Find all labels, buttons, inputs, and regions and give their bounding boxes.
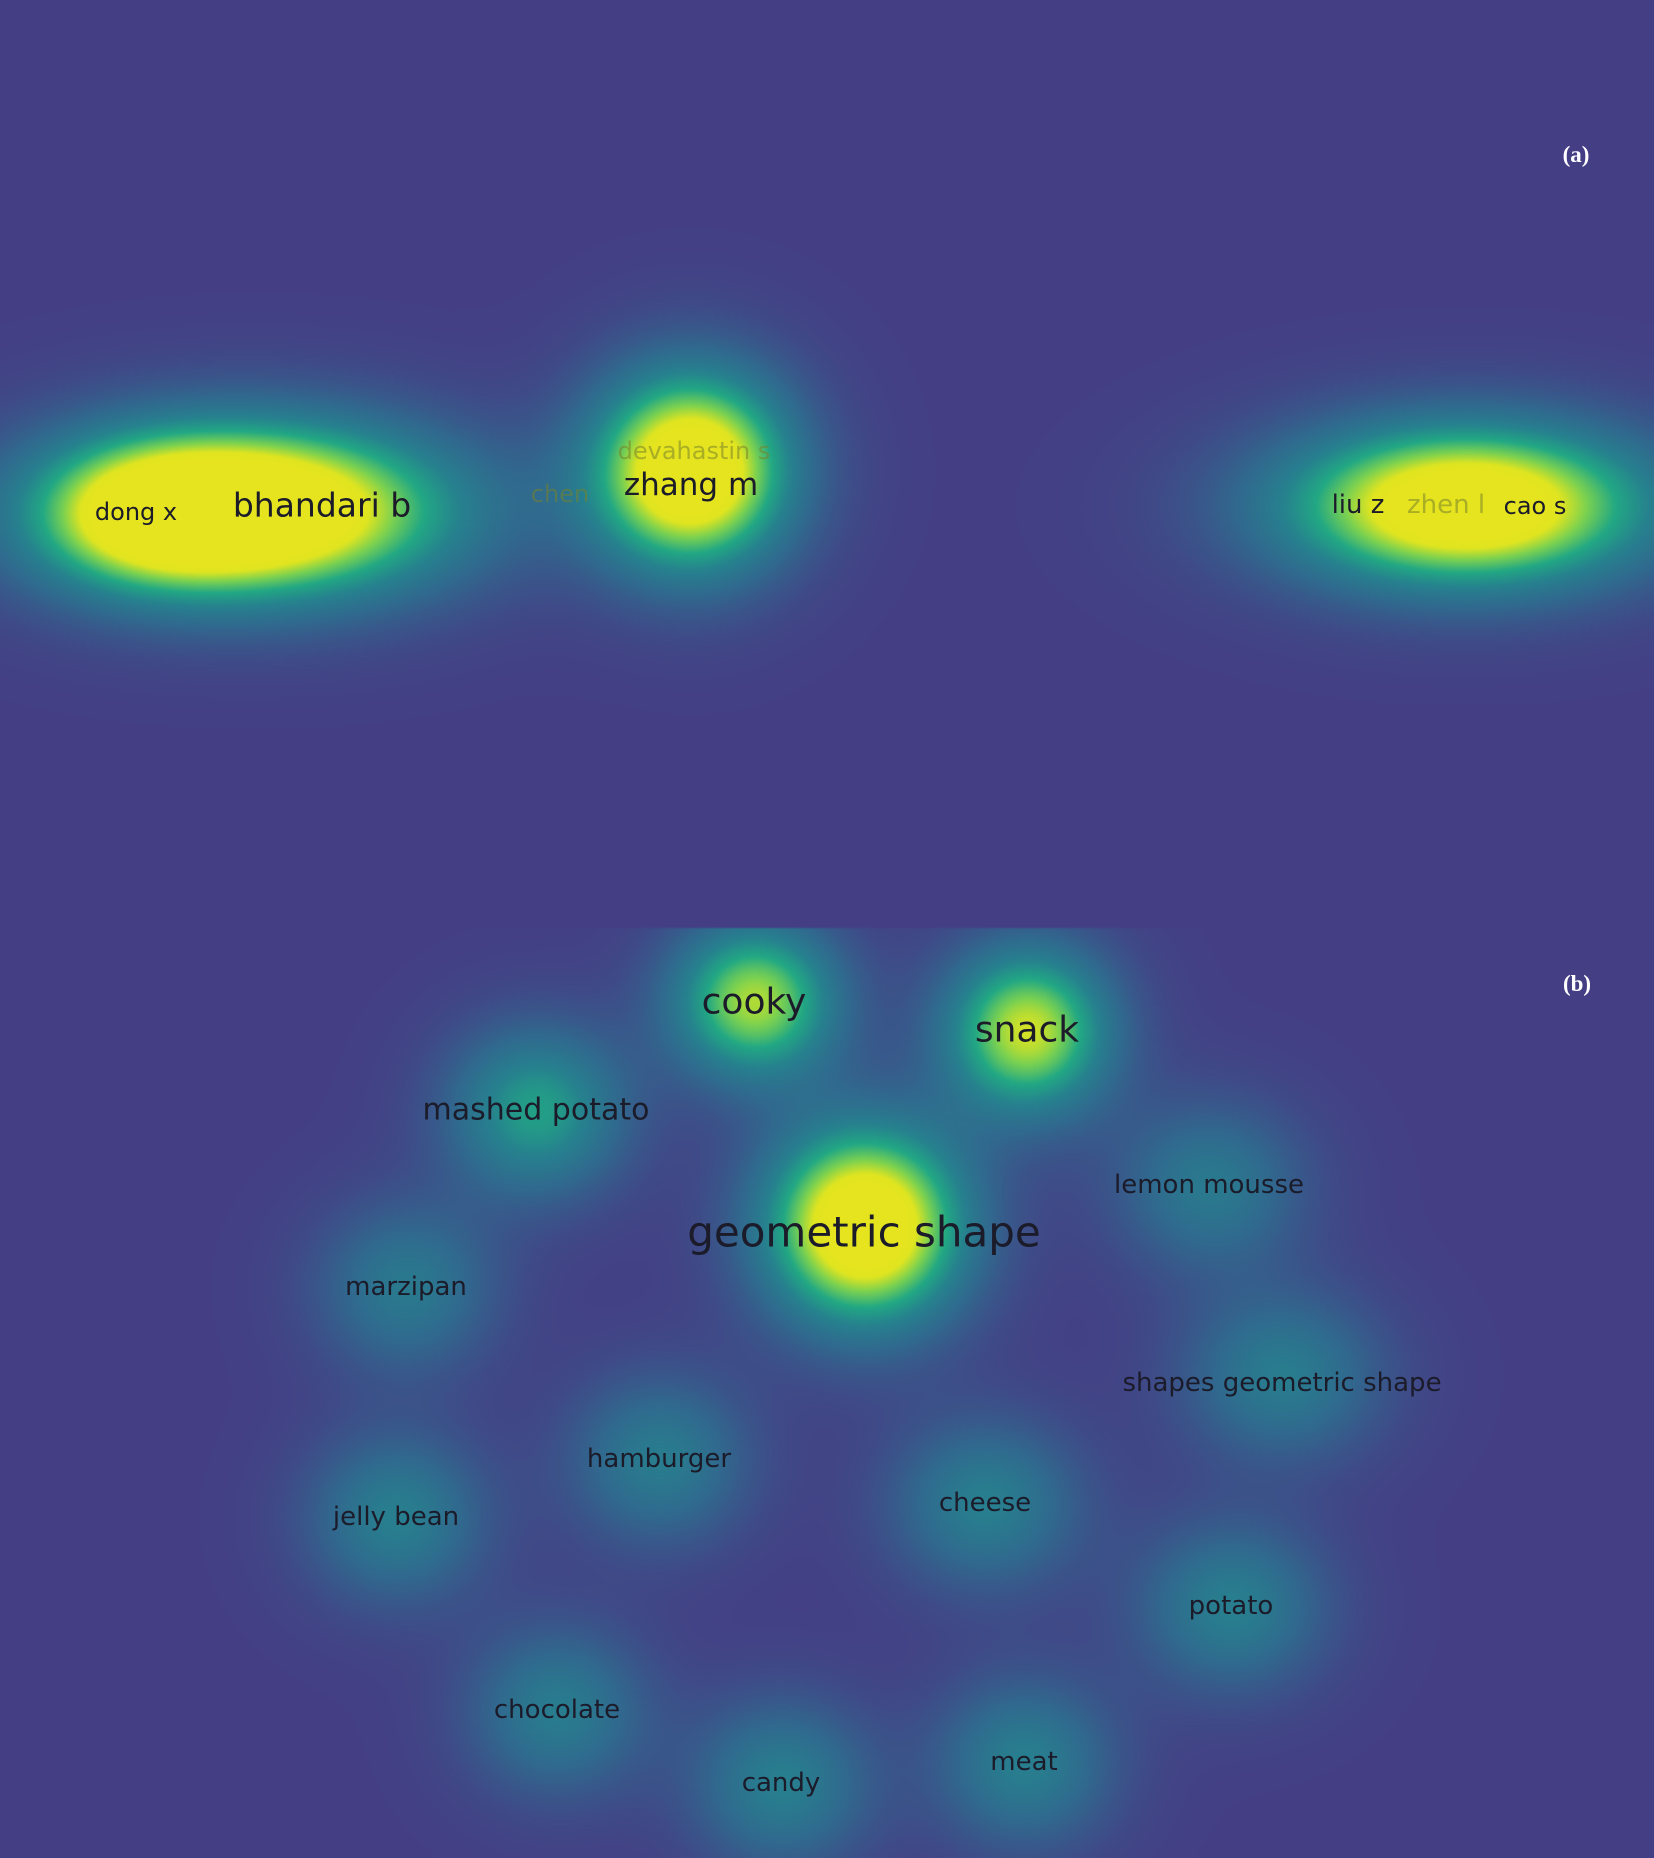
term-cao-s[interactable]: cao s — [1503, 492, 1567, 520]
term-devahastin-s[interactable]: devahastin s — [617, 437, 771, 465]
term-marzipan[interactable]: marzipan — [345, 1272, 467, 1302]
term-chen[interactable]: chen — [530, 480, 590, 508]
term-lemon-mousse[interactable]: lemon mousse — [1114, 1170, 1304, 1200]
term-mashed-potato[interactable]: mashed potato — [422, 1092, 650, 1128]
term-zhang-m[interactable]: zhang m — [623, 467, 759, 503]
term-cooky[interactable]: cooky — [701, 981, 807, 1023]
term-candy[interactable]: candy — [741, 1768, 821, 1798]
term-potato[interactable]: potato — [1188, 1591, 1274, 1621]
panel-a-label: (a) — [1562, 142, 1590, 167]
term-bhandari-b[interactable]: bhandari b — [232, 485, 412, 525]
panel-b-label: (b) — [1562, 971, 1592, 996]
term-chocolate[interactable]: chocolate — [493, 1695, 621, 1725]
term-geometric-shape[interactable]: geometric shape — [687, 1207, 1041, 1257]
term-shapes-geometric-shape[interactable]: shapes geometric shape — [1122, 1368, 1442, 1398]
term-zhen-l[interactable]: zhen l — [1406, 490, 1486, 520]
term-jelly-bean[interactable]: jelly bean — [332, 1502, 460, 1532]
term-dong-x[interactable]: dong x — [94, 498, 178, 526]
term-cheese[interactable]: cheese — [938, 1488, 1032, 1518]
term-hamburger[interactable]: hamburger — [586, 1444, 732, 1474]
term-meat[interactable]: meat — [990, 1747, 1058, 1777]
term-liu-z[interactable]: liu z — [1331, 490, 1385, 520]
term-snack[interactable]: snack — [974, 1009, 1080, 1051]
